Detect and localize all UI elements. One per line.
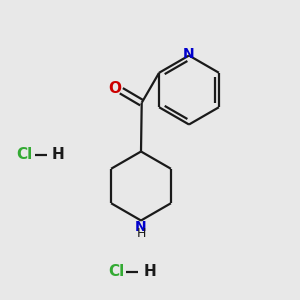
Text: Cl: Cl: [108, 264, 124, 279]
Text: H: H: [52, 147, 65, 162]
Text: O: O: [108, 81, 121, 96]
Text: H: H: [143, 264, 156, 279]
Text: N: N: [135, 220, 147, 234]
Text: H: H: [136, 227, 146, 240]
Text: N: N: [183, 47, 195, 61]
Text: Cl: Cl: [16, 147, 33, 162]
